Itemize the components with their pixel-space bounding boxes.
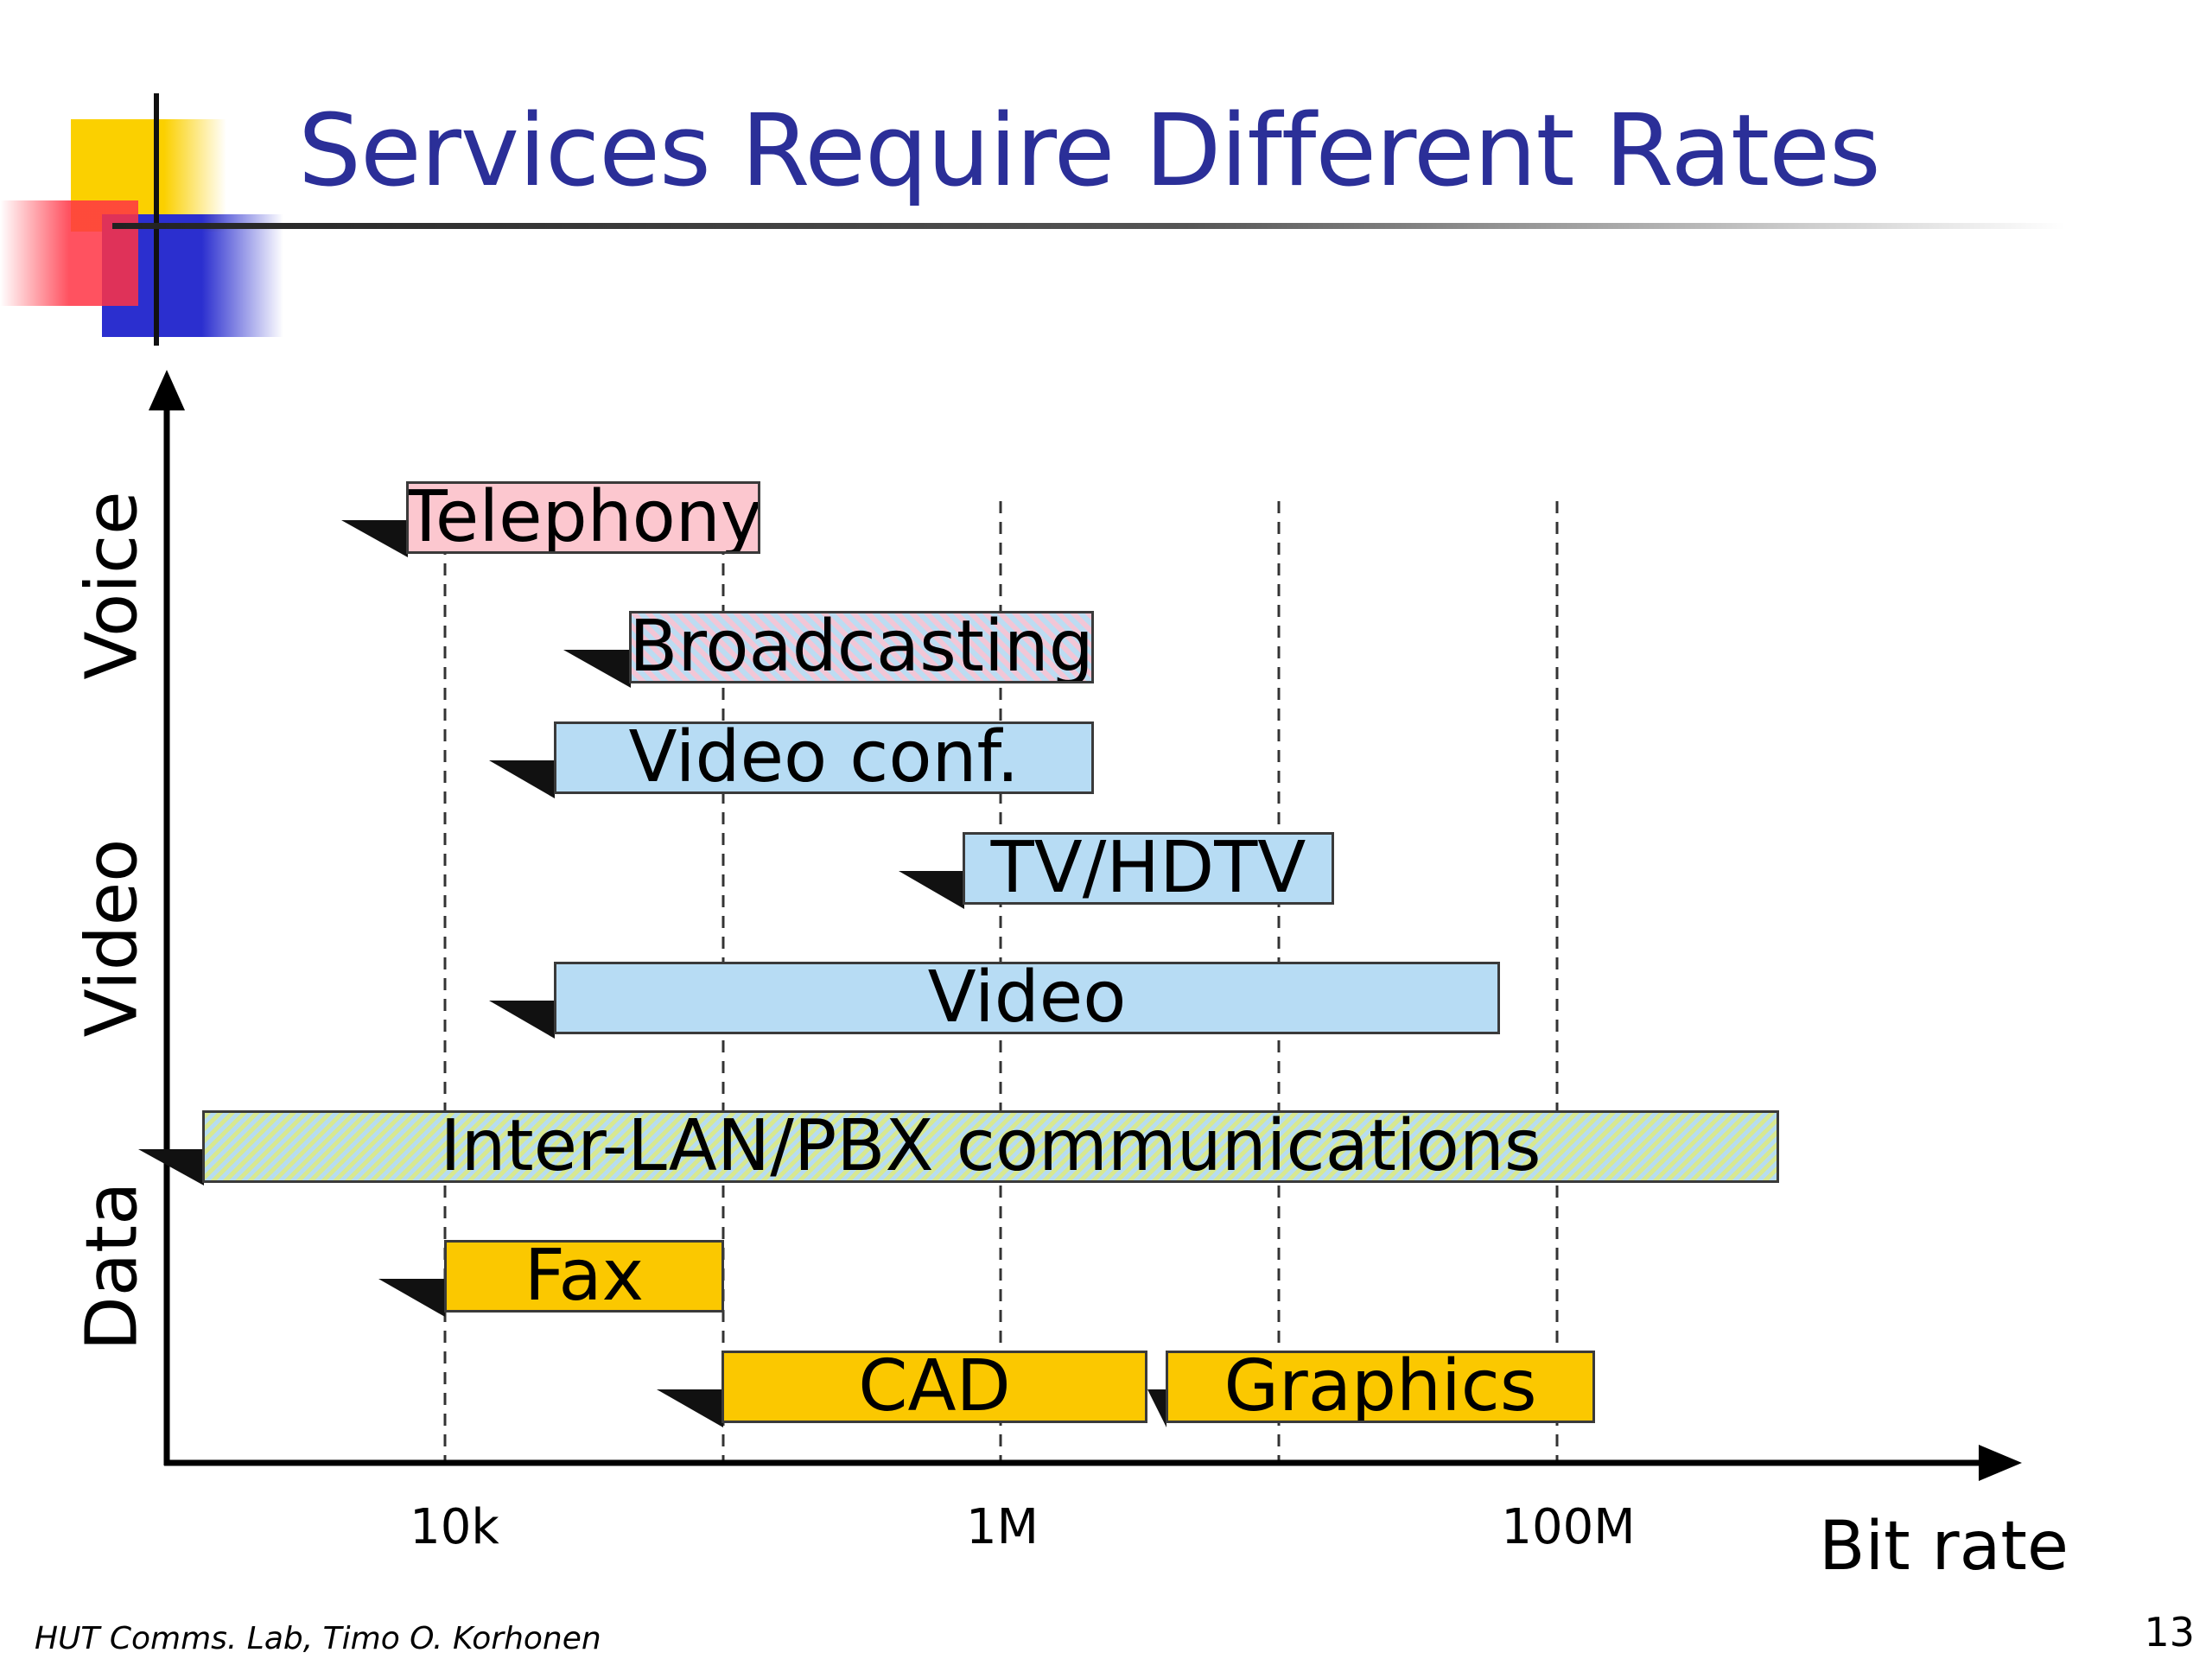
page-title: Services Require Different Rates xyxy=(298,93,1881,209)
shadow-tvhdtv xyxy=(899,871,964,909)
page-number: 13 xyxy=(2144,1609,2195,1656)
x-axis-arrow xyxy=(1979,1445,2022,1481)
bar-cad: CAD xyxy=(721,1351,1147,1423)
slide-logo-decoration xyxy=(0,93,283,346)
bar-graphics: Graphics xyxy=(1166,1351,1595,1423)
shadow-videoconf xyxy=(489,760,555,798)
bar-shadows xyxy=(138,520,1166,1427)
shadow-graphics xyxy=(1147,1389,1166,1427)
shadow-video xyxy=(489,1001,555,1039)
shadow-broadcasting xyxy=(563,650,631,688)
x-axis-title: Bit rate xyxy=(1819,1508,2069,1586)
shadow-interlan xyxy=(138,1149,204,1185)
bar-broadcasting: Broadcasting xyxy=(629,611,1094,683)
y-label-data: Data xyxy=(71,1181,154,1351)
bar-video: Video xyxy=(554,962,1500,1034)
y-axis-arrow xyxy=(149,370,185,410)
bar-video-conf: Video conf. xyxy=(554,721,1094,794)
shadow-telephony xyxy=(341,520,408,557)
bar-tv-hdtv: TV/HDTV xyxy=(963,832,1334,905)
y-label-voice: Voice xyxy=(71,491,154,680)
shadow-fax xyxy=(378,1279,445,1317)
y-label-video: Video xyxy=(71,838,154,1038)
footer-credit: HUT Comms. Lab, Timo O. Korhonen xyxy=(35,1621,601,1656)
x-tick-100m: 100M xyxy=(1501,1499,1636,1555)
shadow-cad xyxy=(657,1389,723,1427)
bar-fax: Fax xyxy=(444,1240,724,1313)
title-underline xyxy=(112,223,2065,229)
x-tick-1m: 1M xyxy=(966,1499,1039,1555)
x-tick-10k: 10k xyxy=(410,1499,499,1555)
bar-telephony: Telephony xyxy=(406,481,760,554)
bar-inter-lan-pbx: Inter-LAN/PBX communications xyxy=(202,1110,1779,1183)
